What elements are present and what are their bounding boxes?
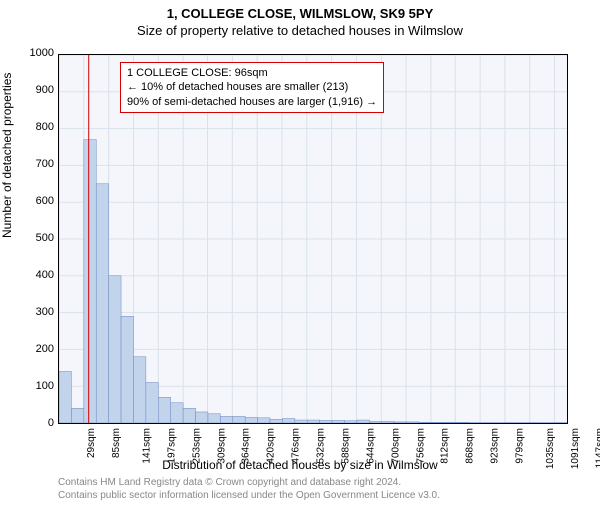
histogram-bar [196,412,208,423]
x-axis-label: Distribution of detached houses by size … [0,458,600,472]
histogram-bar [282,419,294,423]
y-tick-label: 900 [14,84,54,96]
histogram-bar [456,422,468,423]
histogram-bar [382,422,394,423]
histogram-bar [369,422,381,423]
y-tick-label: 100 [14,380,54,392]
histogram-bar [146,383,158,423]
histogram-bar [307,420,319,423]
histogram-bar [407,422,419,423]
footer-line-2: Contains public sector information licen… [58,490,440,503]
histogram-bar [84,140,96,423]
histogram-bar [133,357,145,423]
histogram-bar [158,397,170,423]
histogram-bar [71,408,83,423]
footer-attribution: Contains HM Land Registry data © Crown c… [58,477,440,502]
histogram-bar [171,403,183,423]
histogram-bar [220,416,232,423]
y-tick-label: 1000 [14,47,54,59]
histogram-bar [59,371,71,423]
histogram-bar [444,422,456,423]
histogram-bar [295,420,307,423]
annotation-line-2: ← 10% of detached houses are smaller (21… [127,80,377,94]
histogram-bar [183,408,195,423]
histogram-bar [344,421,356,423]
y-tick-label: 500 [14,232,54,244]
y-tick-label: 400 [14,269,54,281]
histogram-bar [109,276,121,423]
histogram-bar [233,416,245,423]
annotation-line-3: 90% of semi-detached houses are larger (… [127,95,377,109]
histogram-bar [245,417,257,423]
histogram-bar [394,422,406,423]
histogram-bar [419,422,431,423]
histogram-bar [96,184,108,423]
annotation-line-1: 1 COLLEGE CLOSE: 96sqm [127,66,377,80]
y-tick-label: 600 [14,195,54,207]
y-tick-label: 300 [14,306,54,318]
histogram-bar [208,414,220,423]
histogram-bar [332,420,344,423]
x-tick-label: 85sqm [111,428,122,458]
histogram-bar [431,422,443,423]
histogram-bar [357,420,369,423]
annotation-box: 1 COLLEGE CLOSE: 96sqm ← 10% of detached… [120,62,384,113]
histogram-bar [270,419,282,423]
y-tick-label: 700 [14,158,54,170]
y-tick-label: 800 [14,121,54,133]
y-tick-label: 0 [14,417,54,429]
y-tick-label: 200 [14,343,54,355]
y-axis-label: Number of detached properties [0,73,14,238]
x-tick-label: 29sqm [86,428,97,458]
page-subtitle: Size of property relative to detached ho… [0,23,600,38]
footer-line-1: Contains HM Land Registry data © Crown c… [58,477,440,490]
histogram-bar [121,316,133,423]
page-title: 1, COLLEGE CLOSE, WILMSLOW, SK9 5PY [0,6,600,21]
histogram-bar [320,420,332,423]
histogram-bar [258,418,270,423]
